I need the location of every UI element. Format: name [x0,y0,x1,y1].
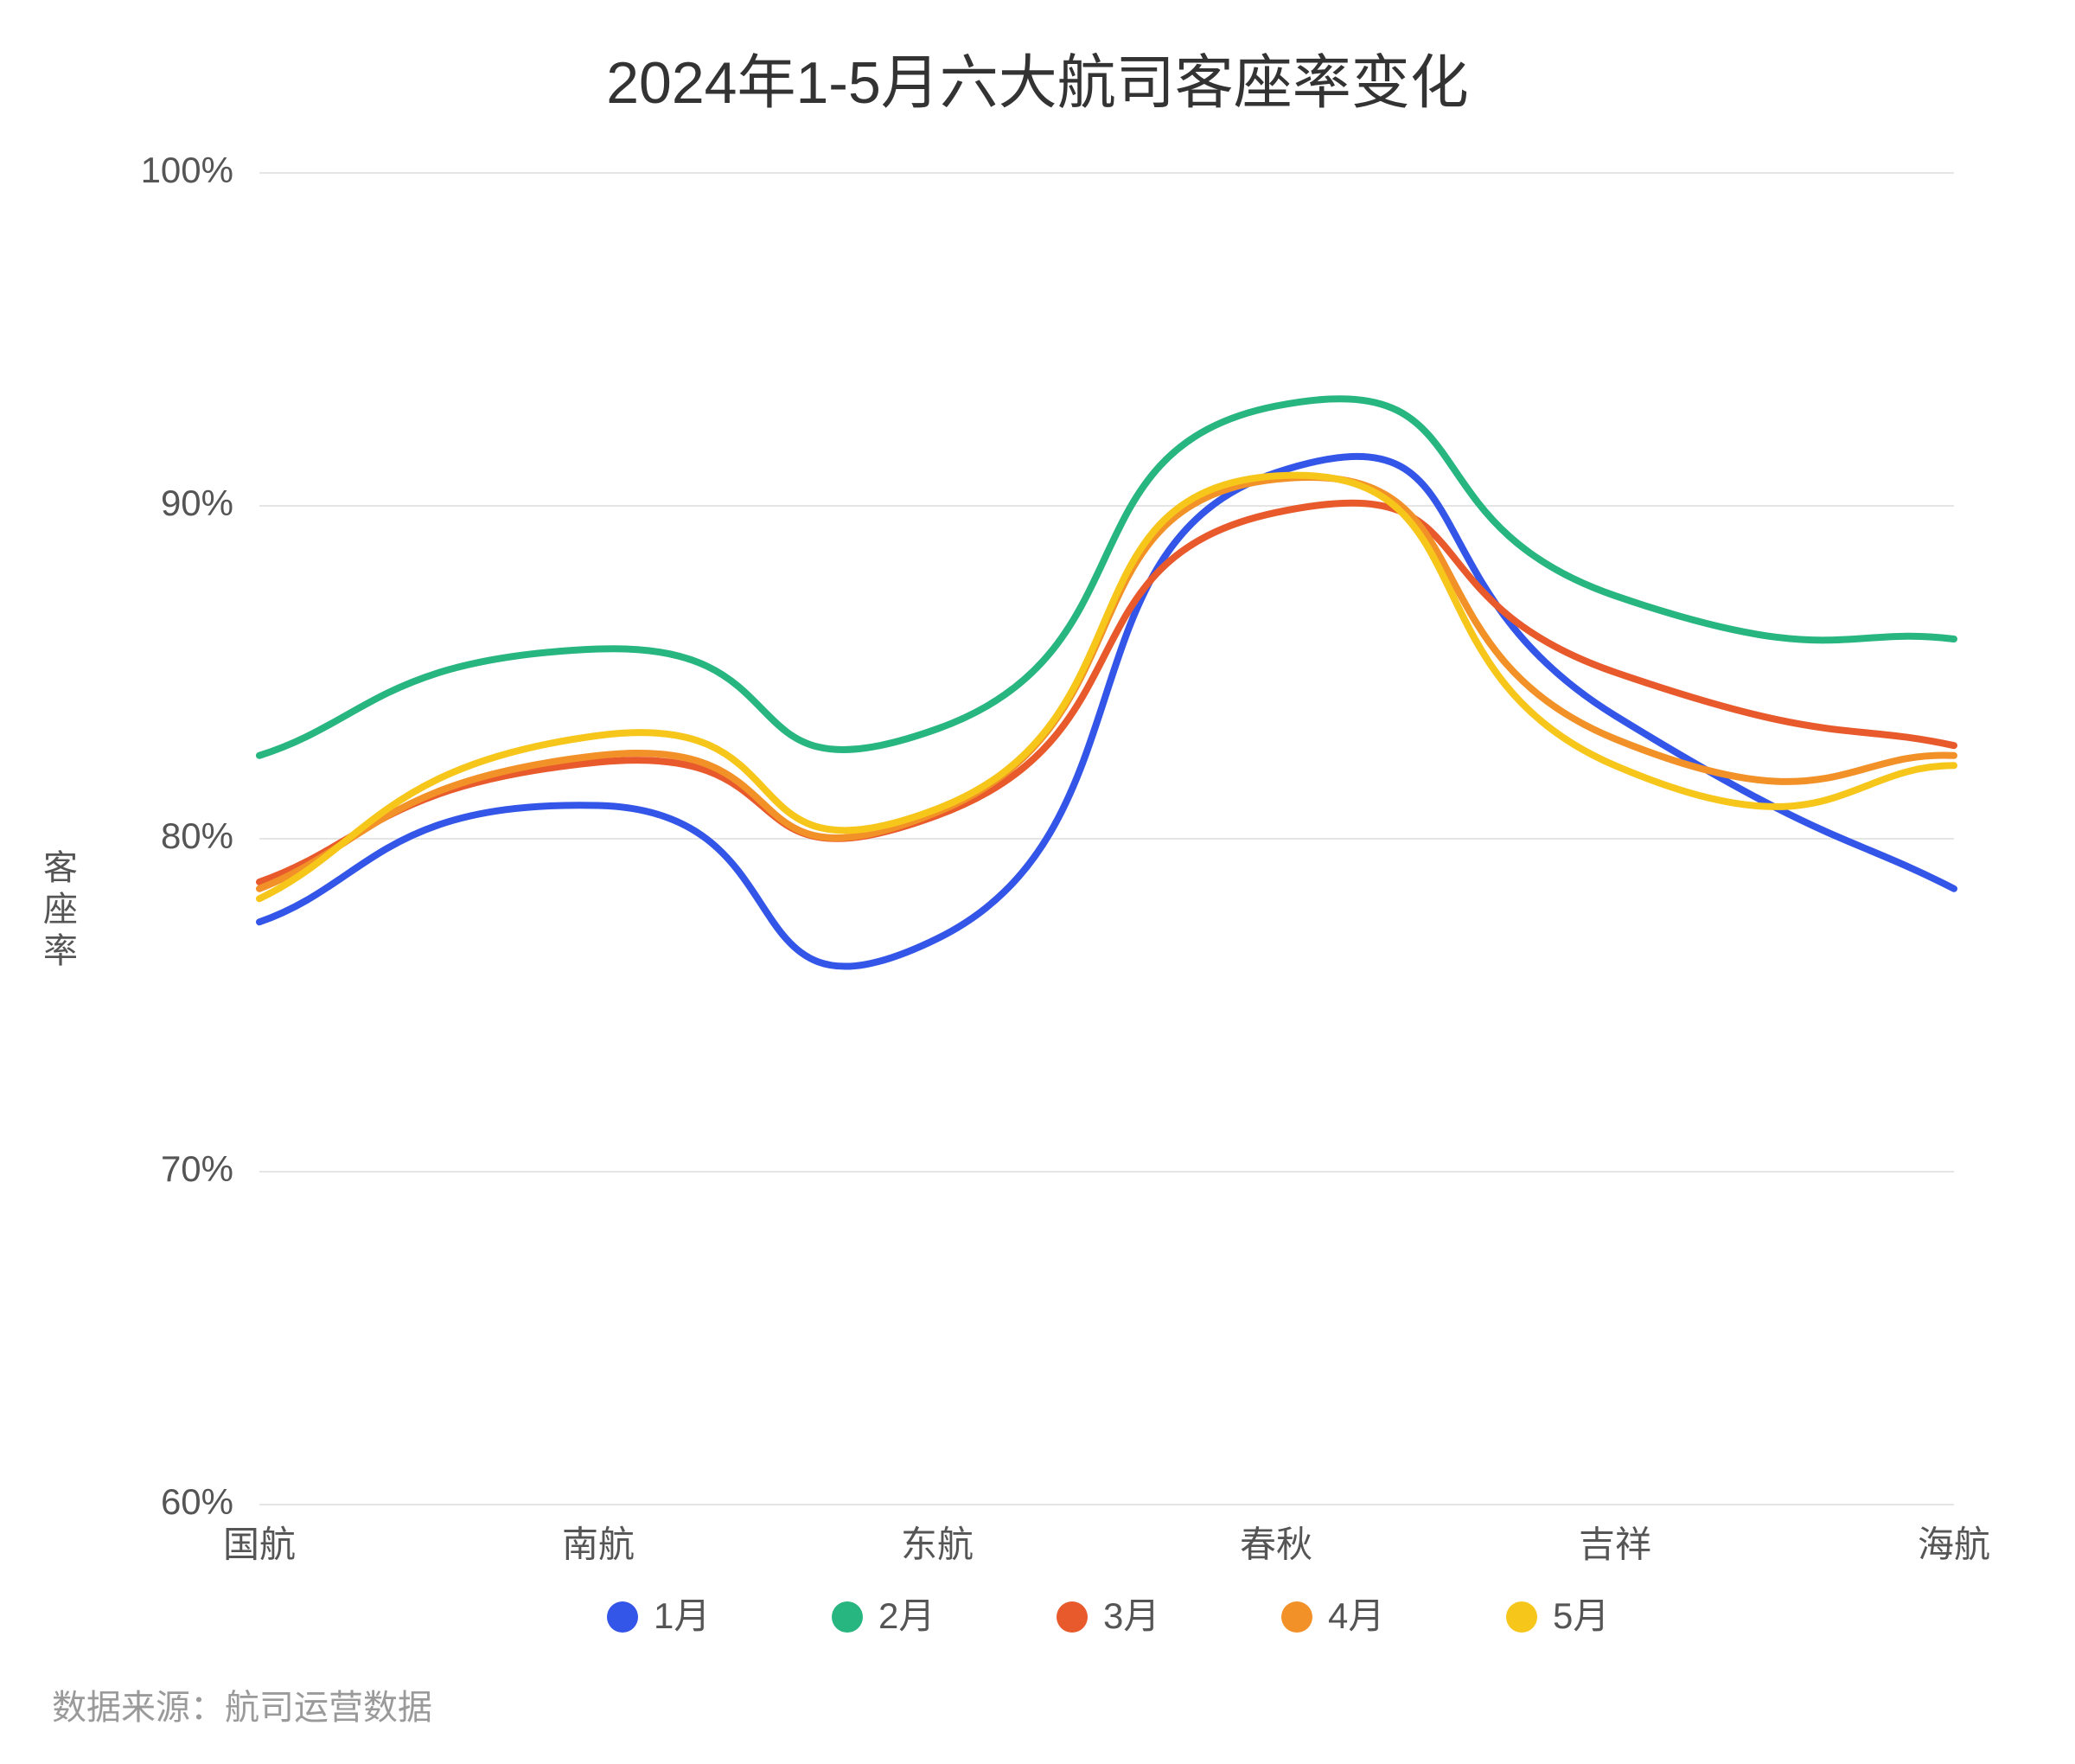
legend-marker [1506,1601,1537,1633]
x-tick-label: 海航 [1918,1524,1990,1564]
legend-marker [607,1601,638,1633]
x-ticks: 国航 南航 东航 春秋 吉祥 海航 [223,1524,1990,1564]
series-group [259,399,1954,966]
y-tick-label: 70% [161,1148,233,1189]
legend: 1月 2月 3月 4月 5月 [607,1595,1609,1636]
x-tick-label: 东航 [901,1524,974,1564]
legend-label: 4月 [1328,1595,1384,1636]
y-tick-label: 60% [161,1481,233,1522]
series-line [259,457,1954,967]
legend-label: 3月 [1103,1595,1159,1636]
x-tick-label: 南航 [562,1524,635,1564]
legend-label: 5月 [1553,1595,1609,1636]
legend-marker [1057,1601,1088,1633]
chart-container: { "chart": { "type": "line", "title": "2… [0,0,2075,1764]
chart-svg: 60% 70% 80% 90% 100% 国航 南航 东航 春秋 吉祥 海航 1月 2月 3月 4月 5月 [0,0,2075,1764]
legend-label: 1月 [654,1595,710,1636]
y-ticks: 60% 70% 80% 90% 100% [141,150,233,1522]
legend-marker [1281,1601,1312,1633]
x-tick-label: 春秋 [1240,1524,1312,1564]
y-tick-label: 80% [161,815,233,856]
chart-footnote: 数据来源：航司运营数据 [52,1679,432,1729]
y-tick-label: 100% [141,150,233,190]
legend-label: 2月 [878,1595,935,1636]
x-tick-label: 国航 [223,1524,296,1564]
grid [259,173,1954,1505]
x-tick-label: 吉祥 [1579,1524,1651,1564]
legend-marker [832,1601,863,1633]
y-tick-label: 90% [161,483,233,523]
